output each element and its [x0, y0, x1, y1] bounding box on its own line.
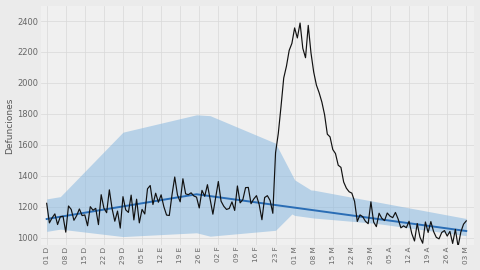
Y-axis label: Defunciones: Defunciones — [6, 97, 14, 154]
